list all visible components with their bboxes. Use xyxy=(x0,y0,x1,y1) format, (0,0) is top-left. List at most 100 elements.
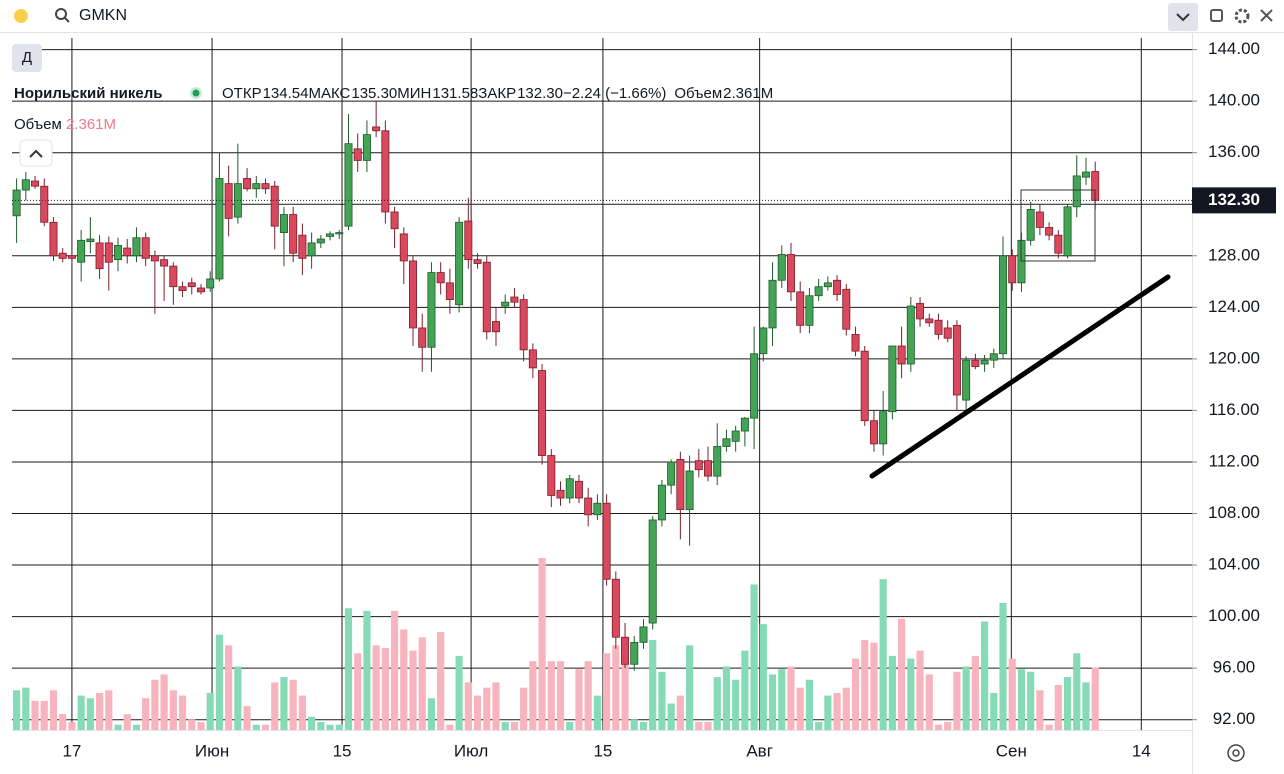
candle-body xyxy=(1008,255,1017,284)
candle-body xyxy=(243,178,252,190)
candle-body xyxy=(962,359,971,401)
candle-body xyxy=(298,234,307,259)
candle-body xyxy=(704,460,713,477)
volume-bar xyxy=(759,624,767,730)
volume-bar xyxy=(704,722,712,730)
dropdown-button[interactable] xyxy=(1168,3,1198,31)
volume-bar xyxy=(95,692,104,730)
candle-body xyxy=(519,299,528,351)
volume-bar xyxy=(169,690,177,730)
volume-bar xyxy=(861,640,869,730)
candle-body xyxy=(648,519,657,624)
collapse-button[interactable] xyxy=(19,139,53,167)
candle-body xyxy=(178,286,187,291)
symbol[interactable]: GMKN xyxy=(79,7,127,24)
x-tick-label: 15 xyxy=(593,741,612,760)
candle-body xyxy=(1054,234,1063,254)
candle-body xyxy=(639,626,648,643)
search-icon[interactable] xyxy=(55,8,70,23)
candle-body xyxy=(657,484,666,521)
volume-legend: Объем 2.361M xyxy=(14,116,116,133)
candle-body xyxy=(750,353,759,419)
volume-bar xyxy=(446,724,454,730)
volume-bar xyxy=(59,714,67,730)
volume-bar xyxy=(953,671,961,730)
grid xyxy=(12,38,1192,730)
x-tick-label: 14 xyxy=(1132,741,1151,760)
candle-body xyxy=(860,350,869,422)
candle-body xyxy=(436,272,445,284)
volume-legend-value: 2.361M xyxy=(66,116,116,133)
candle-body xyxy=(261,183,270,190)
volume-bar xyxy=(1073,653,1081,730)
volume-bar xyxy=(225,645,233,730)
candle-body xyxy=(381,130,390,213)
candle-body xyxy=(565,478,574,499)
volume-bar xyxy=(870,642,878,730)
y-tick-label: 112.00 xyxy=(1209,451,1260,470)
volume-bar xyxy=(842,687,850,730)
y-tick-label: 136.00 xyxy=(1208,142,1260,161)
volume-bar xyxy=(547,661,555,730)
volume-bar xyxy=(962,666,970,730)
volume-bar xyxy=(344,608,353,730)
volume-bar xyxy=(1017,669,1026,730)
trend-line[interactable] xyxy=(869,274,1171,479)
y-tick-label: 96.00 xyxy=(1213,658,1256,677)
legend-field-label: МИН xyxy=(397,85,431,102)
legend-field-value: 131.58 xyxy=(432,85,478,102)
candle-body xyxy=(279,214,288,233)
candle-body xyxy=(455,221,464,306)
interval-button[interactable] xyxy=(12,44,42,72)
candle-body xyxy=(538,370,547,456)
candle-body xyxy=(740,417,749,432)
volume-bar xyxy=(971,655,979,730)
candle-body xyxy=(196,287,205,293)
volume-bar xyxy=(178,695,187,730)
volume-bar xyxy=(22,687,30,730)
volume-bar xyxy=(390,610,399,730)
volume-bar xyxy=(354,653,362,730)
legend-field-label: ЗАКР xyxy=(478,85,516,102)
rectangle-drawing[interactable] xyxy=(1020,189,1096,262)
volume-bar xyxy=(86,698,94,730)
candle-body xyxy=(215,178,224,280)
volume-bar xyxy=(1082,682,1090,730)
candle-body xyxy=(58,252,67,259)
volume-bar xyxy=(658,671,666,730)
candle-body xyxy=(906,305,915,365)
settings-icon[interactable] xyxy=(1234,8,1250,24)
volume-bar xyxy=(326,724,334,730)
volume-bar xyxy=(778,669,786,730)
candle-body xyxy=(95,242,104,270)
window-dot[interactable] xyxy=(14,9,28,23)
volume-bar xyxy=(455,655,463,730)
candle-body xyxy=(934,319,943,335)
interval: Д xyxy=(22,49,32,66)
candle-body xyxy=(21,179,30,191)
candle-body xyxy=(528,349,537,369)
maximize-icon[interactable] xyxy=(1210,9,1223,22)
candle-body xyxy=(326,233,335,237)
reset-icon[interactable] xyxy=(1227,744,1245,762)
volume-bar xyxy=(197,722,205,730)
candle-body xyxy=(574,480,583,499)
close-icon[interactable] xyxy=(1260,9,1273,22)
y-tick-label: 140.00 xyxy=(1208,91,1260,110)
volume-bar xyxy=(335,724,343,730)
candle-body xyxy=(150,255,159,262)
candle-body xyxy=(372,126,381,132)
legend-field-label: МАКС xyxy=(308,85,350,102)
legend-field-value: 135.30 xyxy=(351,85,397,102)
candle-body xyxy=(187,282,196,288)
volume-bar xyxy=(649,640,657,730)
candle-body xyxy=(999,255,1008,355)
candle-body xyxy=(971,359,980,368)
candle-body xyxy=(777,254,786,281)
volume-bar xyxy=(1054,685,1062,730)
volume-bar xyxy=(464,682,472,730)
x-tick-label: Июл xyxy=(454,741,489,760)
candle-body xyxy=(1035,211,1044,228)
